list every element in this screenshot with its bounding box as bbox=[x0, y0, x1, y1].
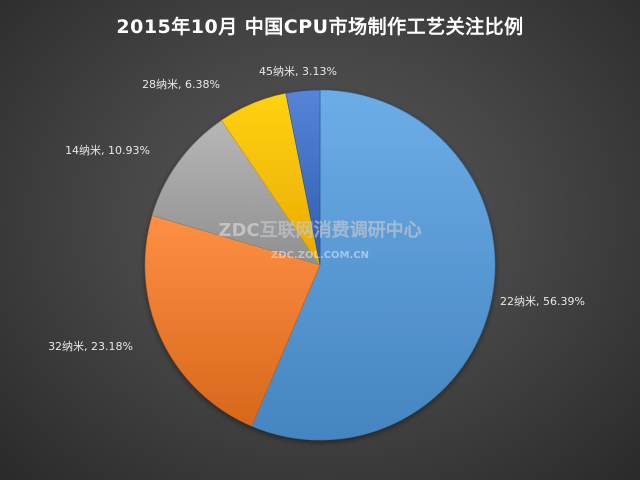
watermark-sub-text: ZDC.ZOL.COM.CN bbox=[271, 250, 369, 261]
watermark-main-text: ZDC互联网消费调研中心 bbox=[218, 219, 421, 241]
data-label-22纳米: 22纳米, 56.39% bbox=[500, 295, 585, 308]
data-label-32纳米: 32纳米, 23.18% bbox=[48, 340, 133, 353]
data-label-14纳米: 14纳米, 10.93% bbox=[65, 144, 150, 157]
pie-slice-22纳米 bbox=[251, 89, 496, 441]
data-label-45纳米: 45纳米, 3.13% bbox=[259, 65, 337, 78]
data-label-28纳米: 28纳米, 6.38% bbox=[142, 78, 220, 91]
chart-title: 2015年10月 中国CPU市场制作工艺关注比例 bbox=[116, 16, 524, 38]
pie-slice-32纳米 bbox=[144, 215, 321, 427]
pie-slices bbox=[144, 89, 496, 441]
pie-data-labels: 22纳米, 56.39% 32纳米, 23.18% 14纳米, 10.93% 28纳米… bbox=[48, 65, 585, 353]
pie-slice-45纳米 bbox=[285, 89, 321, 266]
watermark: ZDC互联网消费调研中心 ZDC.ZOL.COM.CN bbox=[218, 219, 422, 261]
pie-slice-14纳米 bbox=[151, 119, 321, 266]
